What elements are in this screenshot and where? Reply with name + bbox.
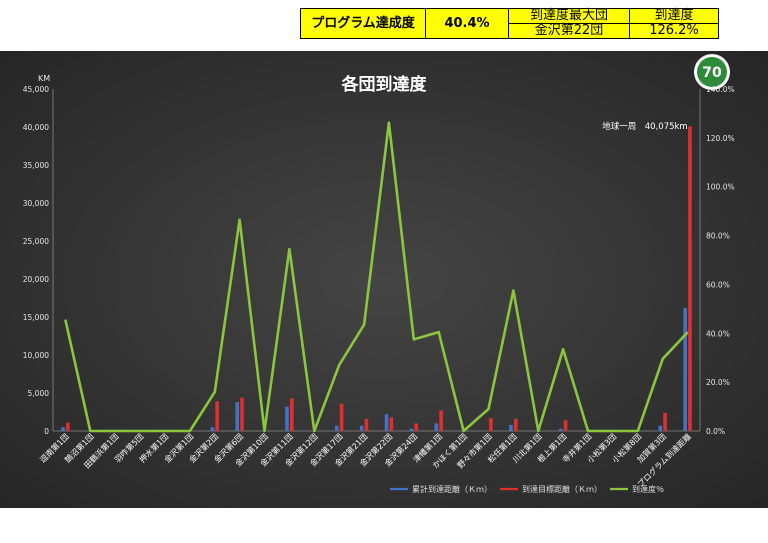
line-point xyxy=(288,248,291,250)
bar-target xyxy=(414,423,419,431)
left-tick-label: 45,000 xyxy=(23,85,49,94)
legend-label: 到達目標距離（Ｋｍ） xyxy=(522,484,602,494)
badge-logo: 70 xyxy=(694,54,730,90)
max-troop-header: 到達度最大団 xyxy=(508,8,630,24)
bar-target xyxy=(513,418,518,431)
bar-target xyxy=(439,410,443,431)
left-tick-label: 10,000 xyxy=(23,351,49,360)
right-tick-label: 120.0% xyxy=(706,134,735,143)
line-point xyxy=(612,430,614,432)
left-tick-label: 30,000 xyxy=(23,199,49,208)
line-point xyxy=(413,338,415,340)
right-axis: 0.0% 20.0% 40.0% 60.0% 80.0% 100.0% 120.0% 140.… xyxy=(699,85,735,436)
line-point xyxy=(462,430,465,432)
reach-header: 到達度 xyxy=(629,8,719,24)
left-tick-label: 15,000 xyxy=(23,313,49,322)
line-point xyxy=(263,430,266,432)
line-point xyxy=(537,430,539,432)
left-tick-label: 25,000 xyxy=(23,237,49,246)
line-point xyxy=(487,408,490,410)
left-axis-unit: KM xyxy=(38,74,50,83)
bar-cumulative xyxy=(509,424,513,431)
right-tick-label: 80.0% xyxy=(706,232,730,241)
bar-cumulative xyxy=(558,428,563,431)
bar-cumulative xyxy=(409,428,414,431)
line-point xyxy=(239,219,241,221)
bar-target xyxy=(290,398,294,431)
max-troop-value: 金沢第22団 xyxy=(508,23,630,39)
legend: 累計到達距離（Ｋｍ） 到達目標距離（Ｋｍ） 到達度％ xyxy=(390,484,664,494)
bar-cumulative xyxy=(658,425,663,431)
right-tick-label: 60.0% xyxy=(706,280,730,289)
program-achievement-rate: 40.4% xyxy=(425,8,509,39)
bar-target xyxy=(563,420,568,431)
line-point xyxy=(686,331,689,333)
bar-target xyxy=(66,422,70,431)
line-point xyxy=(189,430,191,432)
bar-cumulative xyxy=(434,423,439,431)
bar-target xyxy=(240,397,244,431)
bar-cumulative xyxy=(210,427,215,431)
chart-panel: 各団到達度 KM 70 0 5,000 10,000 15,000 20,000 25,0… xyxy=(0,51,768,508)
summary-table: プログラム達成度 40.4% 到達度最大団 到達度 金沢第22団 126.2% xyxy=(300,8,719,39)
bar-cumulative xyxy=(61,427,65,431)
series-line-reach xyxy=(64,121,689,433)
line-point xyxy=(139,430,141,432)
legend-label: 累計到達距離（Ｋｍ） xyxy=(412,484,492,494)
bar-target xyxy=(389,417,394,431)
line-point xyxy=(114,430,116,432)
earth-circumference-note: 地球一周 40,075km xyxy=(602,121,687,132)
bar-target xyxy=(688,126,692,432)
line-point xyxy=(637,430,639,432)
right-tick-label: 20.0% xyxy=(706,378,730,387)
line-point xyxy=(64,319,67,321)
line-point xyxy=(338,364,340,366)
legend-label: 到達度％ xyxy=(632,484,664,494)
program-achievement-label: プログラム達成度 xyxy=(300,8,426,39)
bar-cumulative xyxy=(384,414,389,431)
line-point xyxy=(562,348,564,350)
left-tick-label: 5,000 xyxy=(28,389,50,398)
line-point xyxy=(313,430,315,432)
left-tick-label: 0 xyxy=(44,427,49,436)
badge-logo-text: 70 xyxy=(702,65,722,81)
line-point xyxy=(512,289,514,292)
right-tick-label: 40.0% xyxy=(706,329,730,338)
bar-cumulative xyxy=(235,402,240,431)
reach-value: 126.2% xyxy=(629,23,719,39)
right-tick-label: 140.0% xyxy=(706,85,735,94)
bar-target xyxy=(364,418,369,431)
line-point xyxy=(388,122,390,124)
right-tick-label: 0.0% xyxy=(706,427,725,436)
line-point xyxy=(363,324,365,326)
line-layer xyxy=(64,121,689,433)
bar-target xyxy=(339,403,344,431)
line-point xyxy=(164,430,166,432)
left-tick-label: 20,000 xyxy=(23,275,49,284)
line-point xyxy=(438,331,440,333)
chart-title: 各団到達度 xyxy=(341,74,428,95)
bar-cumulative xyxy=(683,307,687,431)
bar-cumulative xyxy=(334,425,339,431)
bar-target xyxy=(489,418,493,431)
line-point xyxy=(662,358,664,360)
line-point xyxy=(214,391,216,393)
bar-target xyxy=(663,412,667,431)
bar-cumulative xyxy=(285,406,289,431)
bars-layer xyxy=(61,126,692,432)
left-tick-label: 40,000 xyxy=(23,123,49,132)
bar-target xyxy=(215,401,219,431)
line-point xyxy=(89,430,91,432)
line-point xyxy=(587,430,589,432)
right-tick-label: 100.0% xyxy=(706,183,735,192)
left-tick-label: 35,000 xyxy=(23,161,49,170)
bar-cumulative xyxy=(359,425,364,431)
